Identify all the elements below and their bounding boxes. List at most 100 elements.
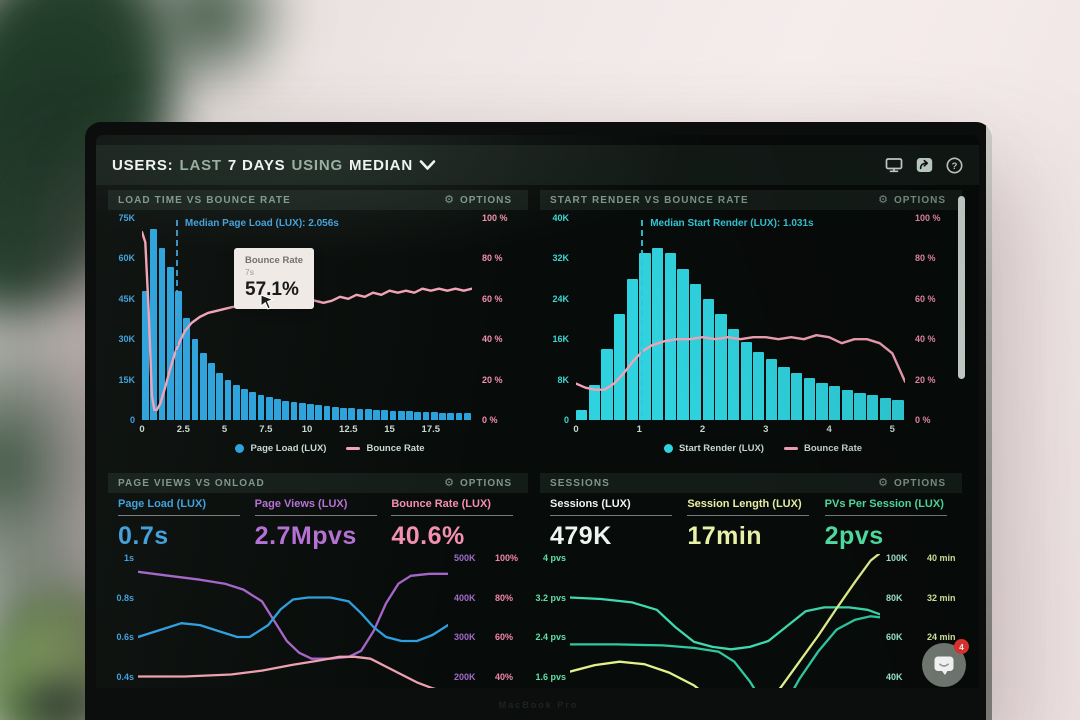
notification-badge: 4 [954,639,969,654]
svg-text:?: ? [952,161,958,172]
y-axis-left: 40K 32K 24K 16K 8K 0 [552,213,569,425]
chart-area: 4 pvs 3.2 pvs 2.4 pvs 1.6 pvs 100K 40 min 80K… [535,553,962,688]
title-users: USERS: [112,156,174,174]
panel-title: SESSIONS [550,477,610,489]
chat-bubble-icon [934,656,954,675]
options-button[interactable]: ⚙ OPTIONS [438,194,518,207]
user-filter-dropdown[interactable]: USERS: LAST 7 DAYS USING MEDIAN [112,157,436,174]
legend: Start Render (LUX) Bounce Rate [540,443,962,454]
start-render-plot[interactable]: Median Start Render (LUX): 1.031s [576,218,905,420]
x-axis: 0 2.5 5 7.5 10 12.5 15 17.5 [139,424,441,435]
gear-icon: ⚙ [444,476,455,489]
header-icons: ? [885,157,963,174]
tooltip-value: 57.1% [245,279,299,300]
y-axis-right: 100K 40 min 80K 32 min 60K 24 min 40K [886,553,956,682]
sessions-plot[interactable] [570,554,880,688]
gear-icon: ⚙ [444,193,455,206]
chat-fab-button[interactable]: 4 [922,639,969,687]
mouse-cursor-icon [260,294,275,310]
metric-rule [118,515,240,516]
y-axis-left: 75K 60K 45K 30K 15K 0 [118,213,135,425]
metric-page-views: Page Views (LUX) 2.7Mpvs [254,498,392,551]
metric-pvs-per-session: PVs Per Session (LUX) 2pvs [824,498,962,551]
panel-header: START RENDER VS BOUNCE RATE ⚙ OPTIONS [540,190,962,210]
page-views-plot[interactable] [138,554,448,688]
metric-rule [550,515,672,516]
metric-label: PVs Per Session (LUX) [824,498,944,510]
legend-label: Page Load (LUX) [250,443,327,454]
tooltip: Bounce Rate 7s 57.1% [234,248,315,309]
y-axis-right: 100 % 80 % 60 % 40 % 20 % 0 % [482,213,508,425]
metric-value: 2.7Mpvs [254,522,357,550]
dashboard-header: USERS: LAST 7 DAYS USING MEDIAN [96,145,979,185]
title-metric: MEDIAN [348,156,413,174]
panel-title: LOAD TIME VS BOUNCE RATE [118,194,291,206]
y-axis-right: 500K 100% 400K 80% 300K 60% 200K 40% [454,553,519,682]
metrics-row: Sessions (LUX) 479K Session Length (LUX)… [540,498,962,551]
panel-header: LOAD TIME VS BOUNCE RATE ⚙ OPTIONS [108,190,528,210]
metric-label: Page Load (LUX) [118,498,207,510]
chart-area: 40K 32K 24K 16K 8K 0 Median Start Render (LUX… [540,213,962,425]
metric-page-load: Page Load (LUX) 0.7s [118,498,255,551]
legend-item: Page Load (LUX) [235,443,326,454]
panel-start-render: START RENDER VS BOUNCE RATE ⚙ OPTIONS 40… [540,190,962,473]
help-icon[interactable]: ? [946,157,963,174]
options-button[interactable]: ⚙ OPTIONS [438,477,518,490]
metric-label: Sessions (LUX) [550,498,631,510]
share-icon[interactable] [916,157,933,173]
y-axis-right: 100 % 80 % 60 % 40 % 20 % 0 % [915,213,941,425]
legend-label: Start Render (LUX) [678,443,764,454]
panel-title: START RENDER VS BOUNCE RATE [550,194,749,206]
legend-dot-icon [663,444,673,453]
metric-value: 17min [687,522,763,550]
laptop: USERS: LAST 7 DAYS USING MEDIAN [85,122,992,720]
options-button[interactable]: ⚙ OPTIONS [872,477,952,490]
laptop-edge [986,126,992,720]
metric-value: 2pvs [824,522,884,550]
title-using: USING [291,156,343,174]
panel-header: SESSIONS ⚙ OPTIONS [540,473,962,493]
metric-rule [391,515,514,516]
gear-icon: ⚙ [878,476,889,489]
panel-title: PAGE VIEWS VS ONLOAD [118,477,265,489]
legend-line-icon [346,447,361,450]
legend-item: Bounce Rate [783,443,863,454]
metric-value: 40.6% [391,522,465,550]
metric-label: Bounce Rate (LUX) [391,498,491,510]
panel-load-time: LOAD TIME VS BOUNCE RATE ⚙ OPTIONS 75K 60… [108,190,528,473]
metrics-row: Page Load (LUX) 0.7s Page Views (LUX) 2.… [108,498,528,551]
metric-rule [687,515,810,516]
laptop-screen: USERS: LAST 7 DAYS USING MEDIAN [96,135,979,688]
metric-value: 479K [550,522,612,550]
metric-value: 0.7s [118,522,169,550]
tooltip-title: Bounce Rate [245,255,304,266]
display-icon[interactable] [885,157,903,173]
legend-item: Bounce Rate [346,443,425,454]
chevron-down-icon [419,160,436,170]
legend-label: Bounce Rate [803,443,863,454]
options-label: OPTIONS [459,477,512,489]
legend: Page Load (LUX) Bounce Rate [108,443,528,454]
scrollbar[interactable] [958,196,965,379]
tooltip-subtitle: 7s [245,267,254,277]
title-range: 7 DAYS [227,156,286,174]
options-label: OPTIONS [893,194,946,206]
metric-sessions: Sessions (LUX) 479K [550,498,687,551]
chart-area: 1s 0.8s 0.6s 0.4s 500K 100% 400K 80% 300K 60% 200… [108,553,528,688]
load-time-plot[interactable]: Bounce Rate 7s 57.1% Median Page Load (L… [142,218,472,420]
legend-line-icon [783,447,798,450]
panel-header: PAGE VIEWS VS ONLOAD ⚙ OPTIONS [108,473,528,493]
legend-dot-icon [235,444,245,453]
metric-session-length: Session Length (LUX) 17min [687,498,824,551]
metric-label: Session Length (LUX) [687,498,802,510]
chart-area: 75K 60K 45K 30K 15K 0 Bounce Rate 7s 57.1% Me… [108,213,528,425]
metric-label: Page Views (LUX) [254,498,348,510]
options-button[interactable]: ⚙ OPTIONS [872,194,952,207]
panel-page-views: PAGE VIEWS VS ONLOAD ⚙ OPTIONS Page Load… [108,473,528,688]
dashboard: USERS: LAST 7 DAYS USING MEDIAN [96,135,979,688]
metric-bounce-rate: Bounce Rate (LUX) 40.6% [391,498,528,551]
legend-label: Bounce Rate [366,443,425,454]
metric-rule [824,515,947,516]
